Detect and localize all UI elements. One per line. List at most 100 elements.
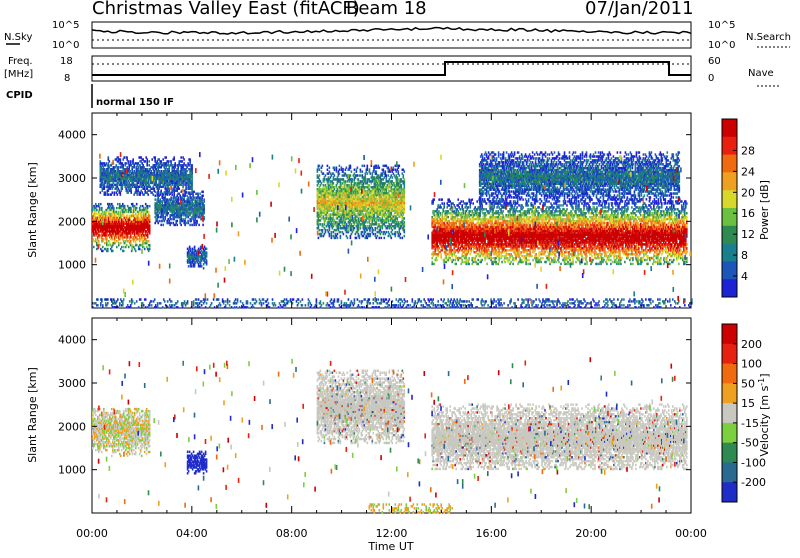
heatmap-cell — [136, 244, 138, 246]
heatmap-cell — [148, 240, 150, 242]
heatmap-cell — [177, 196, 179, 198]
heatmap-cell — [120, 158, 122, 160]
heatmap-cell — [122, 164, 124, 166]
heatmap-cell — [144, 160, 146, 162]
heatmap-cell — [116, 246, 118, 248]
freq-unit: [MHz] — [4, 69, 33, 80]
heatmap-cell — [105, 191, 107, 193]
nsearch-bottom-tick: 10^0 — [708, 40, 735, 51]
heatmap-cell — [199, 193, 201, 195]
heatmap-cell — [176, 220, 178, 222]
heatmap-cell — [100, 191, 102, 193]
heatmap-cell — [190, 248, 192, 250]
freq-top-tick: 18 — [60, 56, 73, 67]
heatmap-cell — [118, 166, 120, 168]
heatmap-cell — [202, 224, 204, 226]
heatmap-cell — [124, 205, 126, 207]
heatmap-cell — [189, 224, 191, 226]
nsky-strip: N.Sky 10^5 10^0 10^5 10^0 N.Search — [4, 20, 791, 51]
heatmap-cell — [149, 224, 151, 226]
heatmap-cell — [187, 220, 189, 222]
heatmap-cell — [149, 215, 151, 217]
heatmap-cell — [162, 224, 164, 226]
heatmap-cell — [147, 193, 149, 195]
nsearch-top-tick: 10^5 — [708, 20, 735, 31]
heatmap-cell — [112, 238, 114, 240]
heatmap-cell — [163, 191, 165, 193]
heatmap-cell — [149, 205, 151, 207]
heatmap-cell — [148, 211, 150, 213]
heatmap-cell — [148, 164, 150, 166]
nave-label: Nave — [748, 68, 774, 79]
heatmap-cell — [96, 248, 98, 250]
heatmap-cell — [206, 259, 208, 261]
nave-top-tick: 60 — [708, 56, 721, 67]
heatmap-cell — [203, 204, 205, 206]
heatmap-cell — [206, 248, 208, 250]
heatmap-cell — [98, 240, 100, 242]
heatmap-cell — [102, 250, 104, 252]
heatmap-cell — [108, 156, 110, 158]
cpid-label: CPID — [6, 90, 33, 101]
heatmap-cell — [98, 203, 100, 205]
nsearch-label: N.Search — [746, 32, 791, 43]
heatmap-cell — [160, 190, 162, 192]
heatmap-cell — [146, 158, 148, 160]
heatmap-cell — [176, 224, 178, 226]
heatmap-cell — [132, 158, 134, 160]
heatmap-cell — [144, 248, 146, 250]
heatmap-cell — [197, 193, 199, 195]
heatmap-cell — [153, 188, 155, 190]
heatmap-cell — [203, 198, 205, 200]
heatmap-cell — [128, 246, 130, 248]
heatmap-cell — [126, 209, 128, 211]
heatmap-cell — [95, 238, 97, 240]
radar-summary-plot: Christmas Valley East (fitACF) Beam 18 0… — [0, 0, 800, 554]
heatmap-cell — [99, 207, 101, 209]
heatmap-cell — [136, 203, 138, 205]
heatmap-cell — [103, 238, 105, 240]
heatmap-cell — [137, 238, 139, 240]
heatmap-cell — [193, 191, 195, 193]
nsky-top-tick: 10^5 — [52, 20, 79, 31]
heatmap-cell — [202, 191, 204, 193]
heatmap-cell — [127, 215, 129, 217]
heatmap-cell — [154, 198, 156, 200]
heatmap-cell — [96, 213, 98, 215]
date-label: 07/Jan/2011 — [585, 0, 694, 19]
heatmap-cell — [129, 160, 131, 162]
heatmap-cell — [149, 244, 151, 246]
heatmap-cell — [165, 156, 167, 158]
heatmap-cell — [170, 222, 172, 224]
heatmap-cell — [201, 265, 203, 267]
heatmap-cell — [123, 156, 125, 158]
nave-bottom-tick: 0 — [708, 73, 714, 84]
cpid-text: normal 150 IF — [96, 97, 174, 108]
heatmap-cell — [194, 246, 196, 248]
heatmap-cell — [136, 207, 138, 209]
heatmap-cell — [147, 205, 149, 207]
heatmap-cell — [167, 212, 169, 214]
heatmap-cell — [188, 265, 190, 267]
heatmap-cell — [99, 234, 101, 236]
freq-label: Freq. — [8, 56, 33, 67]
heatmap-cell — [198, 224, 200, 226]
heatmap-cell — [135, 250, 137, 252]
heatmap-cell — [148, 160, 150, 162]
freq-bottom-tick: 8 — [64, 73, 70, 84]
heatmap-cell — [191, 224, 193, 226]
heatmap-cell — [113, 207, 115, 209]
heatmap-cell — [100, 203, 102, 205]
heatmap-cell — [116, 207, 118, 209]
heatmap-cell — [117, 203, 119, 205]
heatmap-cell — [162, 158, 164, 160]
heatmap-cell — [206, 251, 208, 253]
heatmap-cell — [140, 205, 142, 207]
heatmap-cell — [157, 193, 159, 195]
freq-strip: Freq. [MHz] 18 8 60 0 Nave — [4, 56, 780, 86]
heatmap-cell — [112, 250, 114, 252]
heatmap-cell — [107, 248, 109, 250]
heatmap-cell — [120, 242, 122, 244]
heatmap-cell — [160, 224, 162, 226]
